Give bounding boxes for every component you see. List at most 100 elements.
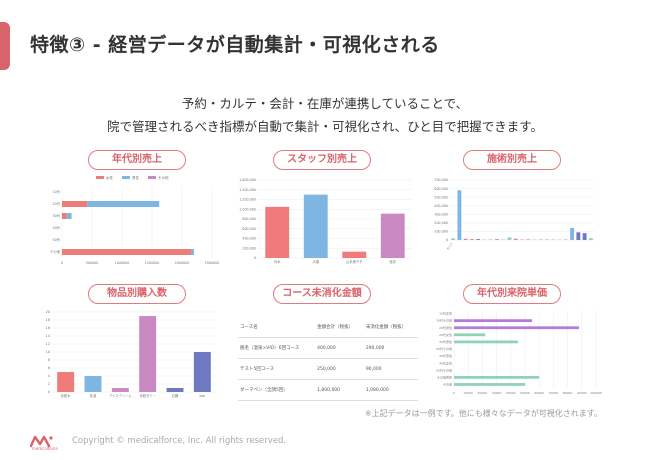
table-row: テスト5回コース 250,000 90,000 xyxy=(238,358,418,380)
course-cell: 250,000 xyxy=(315,358,364,380)
y-tick-label: 200,000 xyxy=(434,221,448,225)
y-tick-label: 40代女性 xyxy=(439,360,452,365)
y-tick-label: 0 xyxy=(446,238,448,242)
course-cell: 1,080,000 xyxy=(363,379,418,401)
y-tick-label: 200,000 xyxy=(242,246,256,250)
y-tick-label: 10代 xyxy=(53,189,61,194)
legend-swatch xyxy=(148,176,156,179)
table-course-unconsumed: コース名 金額合計（税抜） 未消化金額（税抜） 脱毛（温泉×VIO）6回コース … xyxy=(238,318,418,401)
bar xyxy=(166,388,184,392)
y-tick-label: 30代その他 xyxy=(436,346,452,351)
course-cell: 90,000 xyxy=(363,358,418,380)
accent-bar xyxy=(0,22,10,70)
y-tick-label: 20 xyxy=(46,310,50,314)
y-tick-label: 0 xyxy=(254,256,256,260)
x-tick-label: 大橋 xyxy=(312,259,319,264)
bar xyxy=(454,375,540,379)
y-tick-label: 10代その他 xyxy=(436,318,452,323)
y-tick-label: 40代男性 xyxy=(439,353,452,358)
x-tick-label: 500000 xyxy=(86,261,99,265)
logo-text: medicalforce xyxy=(32,446,58,451)
bar xyxy=(582,233,587,240)
bar xyxy=(62,201,88,207)
panel-label-course-unconsumed: コース未消化金額 xyxy=(273,284,371,304)
bar xyxy=(62,213,67,219)
x-tick-label: 50000 xyxy=(520,391,530,395)
y-tick-label: 1,000,000 xyxy=(239,207,256,211)
x-tick-label: 宮本 xyxy=(389,259,396,264)
bar xyxy=(87,201,160,207)
course-table: コース名 金額合計（税抜） 未消化金額（税抜） 脱毛（温泉×VIO）6回コース … xyxy=(238,318,418,401)
y-tick-label: 100,000 xyxy=(434,230,448,234)
y-tick-label: 500,000 xyxy=(434,195,448,199)
x-tick-label: 10000 xyxy=(463,391,473,395)
bar xyxy=(451,238,456,240)
y-tick-label: 1,400,000 xyxy=(239,188,256,192)
legend-label: 女性 xyxy=(106,175,113,180)
y-tick-label: 1,200,000 xyxy=(239,198,256,202)
x-tick-label: 石鹸 xyxy=(172,393,179,398)
bar xyxy=(191,249,194,255)
x-tick-label: 80000 xyxy=(563,391,573,395)
chart-product-purchases-svg: 0 2 4 6 8 10 12 14 16 18 20 化粧水 乳液 アイスクリーム 化粧ゼリー 石鹸 bwi xyxy=(46,310,216,398)
x-tick-label: 2500000 xyxy=(205,261,220,265)
course-col-name: コース名 xyxy=(238,318,316,338)
bar xyxy=(454,326,579,330)
course-col-total: 金額合計（税抜） xyxy=(315,318,364,338)
x-tick-label: 20000 xyxy=(478,391,488,395)
bar xyxy=(193,352,211,392)
course-cell: ダーマペン（全顔5回） xyxy=(238,379,316,401)
chart-age-sales: 女性 男性 その他 0 500000 1000000 1500000 2000000 25000… xyxy=(40,172,220,270)
y-tick-label: その他 xyxy=(443,382,452,387)
bar xyxy=(576,232,581,240)
x-tick-label: 0 xyxy=(453,391,455,395)
y-tick-label: 300,000 xyxy=(434,212,448,216)
x-tick-label: 40000 xyxy=(506,391,516,395)
bar xyxy=(111,388,129,392)
legend-swatch xyxy=(96,176,104,179)
course-cell: テスト5回コース xyxy=(238,358,316,380)
y-tick-label: 14 xyxy=(46,334,50,338)
course-table-header: コース名 金額合計（税抜） 未消化金額（税抜） xyxy=(238,318,418,338)
x-tick-label: 30000 xyxy=(492,391,502,395)
bar xyxy=(507,237,512,240)
chart-product-purchases: 0 2 4 6 8 10 12 14 16 18 20 化粧水 乳液 アイスクリーム 化粧ゼリー 石鹸 bwi xyxy=(40,306,220,404)
page-title: 特徴③ - 経営データが自動集計・可視化される xyxy=(30,34,440,56)
bar xyxy=(303,194,328,258)
y-tick-label: 16 xyxy=(46,326,50,330)
bar xyxy=(454,333,486,337)
panel-label-age-unit-price: 年代別来院単価 xyxy=(463,284,561,304)
y-tick-label: 20代 xyxy=(53,201,61,206)
y-tick-label: 10 xyxy=(46,350,50,354)
bar xyxy=(469,239,474,240)
bar xyxy=(139,316,157,392)
y-tick-label: 30代 xyxy=(53,213,61,218)
medicalforce-logo-icon xyxy=(29,435,53,448)
table-row: ダーマペン（全顔5回） 1,800,000 1,080,000 xyxy=(238,379,418,401)
panel-label-age-sales: 年代別売上 xyxy=(88,150,186,170)
y-tick-label: その他 xyxy=(50,249,61,254)
lead-line-1: 予約・カルテ・会計・在庫が連携していることで、 xyxy=(181,96,469,111)
y-tick-label: 50代 xyxy=(53,237,61,242)
course-cell: 1,800,000 xyxy=(315,379,364,401)
course-cell: 290,000 xyxy=(363,337,418,359)
x-tick-label: 山本美千子 xyxy=(346,259,363,264)
x-tick-label: 100000 xyxy=(590,391,602,395)
footnote: ※上記データは一例です。他にも様々なデータが可視化されます。 xyxy=(364,409,602,418)
legend-label: 男性 xyxy=(132,175,139,180)
x-tick-label: 化粧ゼリー xyxy=(139,393,155,398)
x-tick-label: 60000 xyxy=(534,391,544,395)
y-tick-label: 800,000 xyxy=(242,217,256,221)
chart-treatment-sales-svg: 0 100,000 200,000 300,000 400,000 500,000 600,… xyxy=(434,178,594,251)
bar xyxy=(457,190,462,240)
y-tick-label: 40代 xyxy=(53,225,61,230)
logo: medicalforce xyxy=(29,432,58,451)
y-tick-label: 20代女性 xyxy=(439,332,452,337)
bar xyxy=(454,319,533,323)
bar xyxy=(380,213,405,258)
bar xyxy=(495,239,499,240)
chart-staff-sales: 0 200,000 400,000 600,000 800,000 1,000,000 1,… xyxy=(228,172,416,270)
panel-label-staff-sales: スタッフ別売上 xyxy=(273,150,371,170)
x-tick-label: アイスクリーム xyxy=(109,393,132,398)
